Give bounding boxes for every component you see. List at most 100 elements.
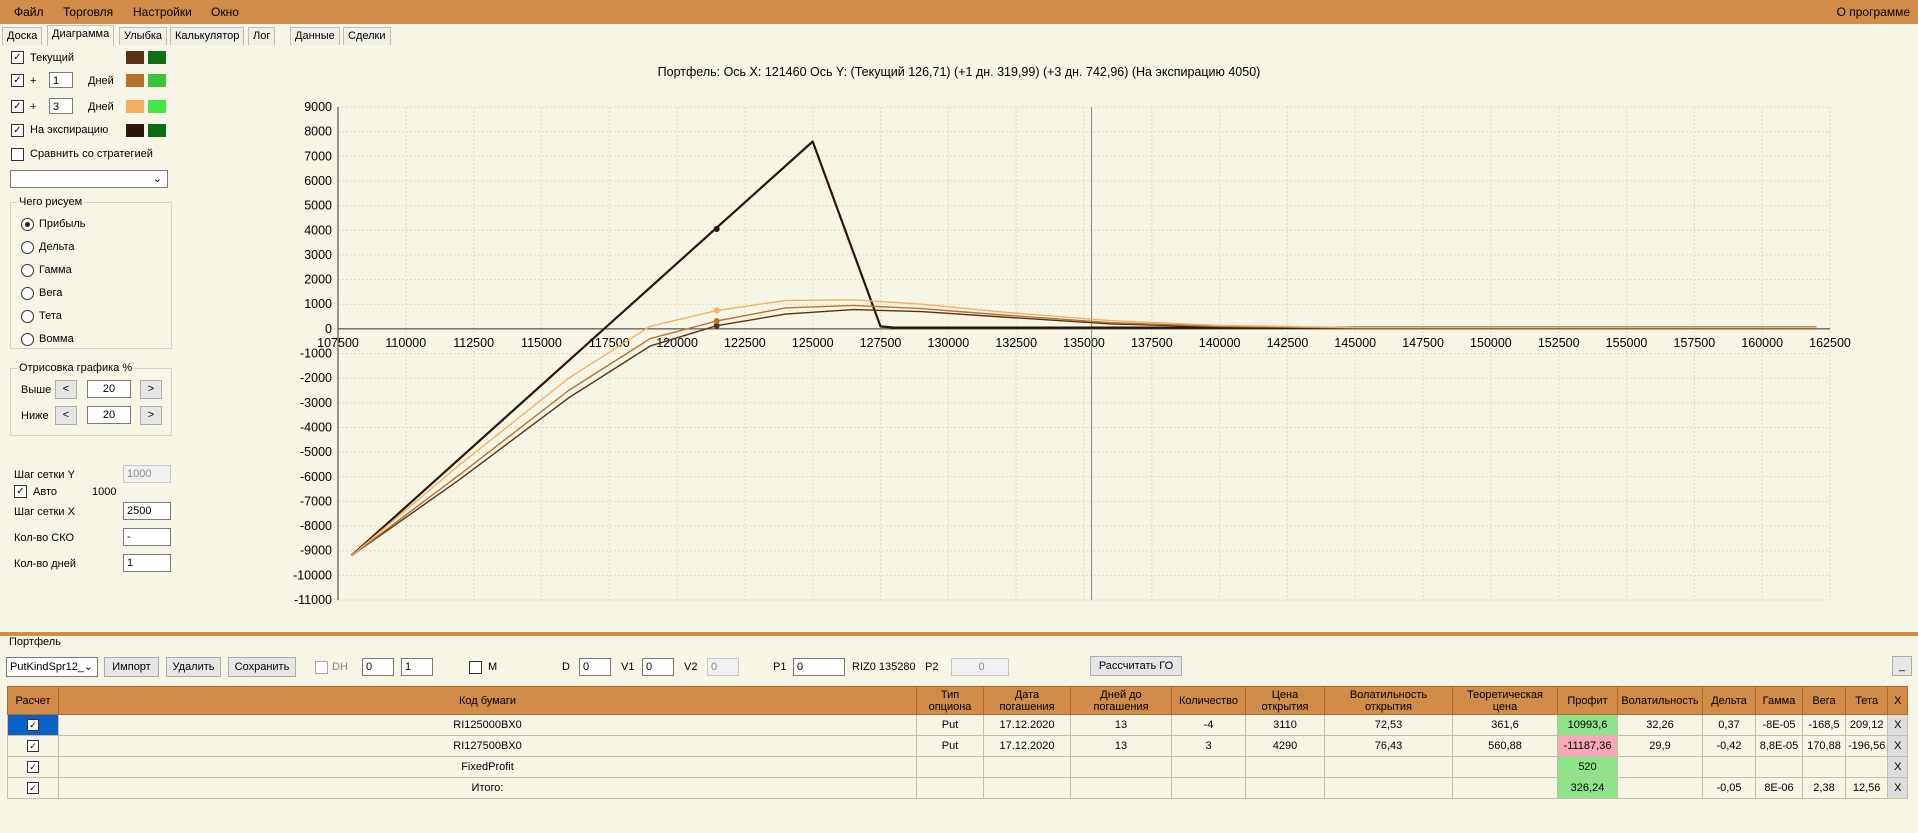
m-checkbox[interactable] <box>469 661 482 674</box>
plus-days3-checkbox[interactable]: ✓ <box>11 100 24 113</box>
expiry-color-swatch[interactable] <box>126 124 144 137</box>
import-button[interactable]: Импорт <box>104 657 159 677</box>
grid-y-input[interactable]: 1000 <box>123 465 171 483</box>
table-row[interactable]: ✓ Итого: 326,24 -0,05 8E-06 2,38 12,56 X <box>7 777 1909 799</box>
table-row[interactable]: ✓ FixedProfit 520 X <box>7 756 1909 778</box>
calculate-go-button[interactable]: Рассчитать ГО <box>1090 656 1182 676</box>
tab-smile[interactable]: Улыбка <box>119 27 168 45</box>
column-header[interactable]: Волатильность открытия <box>1324 686 1453 715</box>
compare-checkbox[interactable] <box>11 148 24 161</box>
column-header[interactable]: Тип опциона <box>916 686 984 715</box>
menu-file[interactable]: Файл <box>14 5 44 19</box>
radio-theta-label: Тета <box>39 310 62 322</box>
days1-color-swatch[interactable] <box>126 74 144 87</box>
radio-profit[interactable] <box>21 218 34 231</box>
days1-input[interactable]: 1 <box>49 72 73 88</box>
calc-checkbox[interactable]: ✓ <box>27 740 39 752</box>
column-header[interactable]: Цена открытия <box>1245 686 1325 715</box>
v2-input[interactable]: 0 <box>707 658 739 676</box>
strategy-select[interactable]: ⌄ <box>10 170 168 188</box>
above-decrease-button[interactable]: < <box>55 380 77 399</box>
tab-data[interactable]: Данные <box>290 27 340 45</box>
days3-input[interactable]: 3 <box>49 98 73 114</box>
plus-days1-checkbox[interactable]: ✓ <box>11 74 24 87</box>
grid-x-input[interactable]: 2500 <box>123 502 171 520</box>
calc-checkbox[interactable]: ✓ <box>27 761 39 773</box>
column-header[interactable]: Код бумаги <box>58 686 917 715</box>
calc-cell[interactable]: ✓ <box>7 735 59 757</box>
dh-spin-1[interactable]: 0 <box>362 658 394 676</box>
column-header[interactable]: Дельта <box>1702 686 1756 715</box>
portfolio-select[interactable]: PutKindSpr12_ ⌄ <box>6 657 98 677</box>
column-header[interactable]: Дней до погашения <box>1070 686 1172 715</box>
calc-cell[interactable]: ✓ <box>7 777 59 799</box>
sko-input[interactable]: - <box>123 528 171 546</box>
menu-trading[interactable]: Торговля <box>63 5 114 19</box>
y-tick-label: 3000 <box>304 248 332 262</box>
days3-color-swatch[interactable] <box>126 100 144 113</box>
column-header[interactable]: Тета <box>1844 686 1889 715</box>
column-header[interactable]: Теоретическая цена <box>1452 686 1558 715</box>
calc-checkbox[interactable]: ✓ <box>27 782 39 794</box>
splitter[interactable] <box>0 632 1918 636</box>
d-input[interactable]: 0 <box>579 658 611 676</box>
ndays-label: Кол-во дней <box>14 558 77 570</box>
column-header[interactable]: Расчет <box>7 686 59 715</box>
x-tick-label: 130000 <box>928 336 970 350</box>
above-increase-button[interactable]: > <box>140 380 162 399</box>
menu-settings[interactable]: Настройки <box>133 5 192 19</box>
column-header[interactable]: Гамма <box>1755 686 1803 715</box>
tab-deals[interactable]: Сделки <box>343 27 391 45</box>
profit-chart[interactable]: 9000800070006000500040003000200010000-10… <box>0 0 1918 632</box>
ndays-input[interactable]: 1 <box>123 554 171 572</box>
save-button[interactable]: Сохранить <box>228 657 296 677</box>
auto-checkbox[interactable]: ✓ <box>14 485 27 498</box>
auto-value: 1000 <box>92 486 117 498</box>
column-header[interactable]: X <box>1887 686 1909 715</box>
expiry-color-swatch-2[interactable] <box>148 124 166 137</box>
tab-board[interactable]: Доска <box>2 27 43 45</box>
calc-checkbox[interactable]: ✓ <box>27 719 39 731</box>
d-label: D <box>562 661 570 673</box>
days3-color-swatch-2[interactable] <box>148 100 166 113</box>
column-header[interactable]: Вега <box>1802 686 1846 715</box>
dh-checkbox[interactable] <box>315 661 328 674</box>
delete-row-cell[interactable]: X <box>1887 777 1909 799</box>
v1-input[interactable]: 0 <box>642 658 674 676</box>
column-header[interactable]: Количество <box>1171 686 1246 715</box>
column-header[interactable]: Волатильность <box>1617 686 1703 715</box>
radio-delta[interactable] <box>21 241 34 254</box>
table-row[interactable]: ✓ RI127500BX0 Put 17.12.2020 13 3 4290 76,43 560… <box>7 735 1909 757</box>
days1-color-swatch-2[interactable] <box>148 74 166 87</box>
below-increase-button[interactable]: > <box>140 406 162 425</box>
delete-row-cell[interactable]: X <box>1887 735 1909 757</box>
p1-input[interactable]: 0 <box>793 658 845 676</box>
dh-spin-2[interactable]: 1 <box>401 658 433 676</box>
menu-window[interactable]: Окно <box>211 5 239 19</box>
delete-row-cell[interactable]: X <box>1887 756 1909 778</box>
tab-log[interactable]: Лог <box>248 27 276 45</box>
calc-cell[interactable]: ✓ <box>7 756 59 778</box>
table-row[interactable]: ✓ RI125000BX0 Put 17.12.2020 13 -4 3110 72,53 36… <box>7 714 1909 736</box>
below-input[interactable]: 20 <box>87 406 131 424</box>
menu-about[interactable]: О программе <box>1836 5 1910 19</box>
above-input[interactable]: 20 <box>87 380 131 398</box>
expiry-checkbox[interactable]: ✓ <box>11 124 24 137</box>
tab-diagram[interactable]: Диаграмма <box>47 25 115 46</box>
minimize-button[interactable]: _ <box>1892 656 1912 676</box>
column-header[interactable]: Профит <box>1557 686 1618 715</box>
calc-cell[interactable]: ✓ <box>7 714 59 736</box>
delete-row-cell[interactable]: X <box>1887 714 1909 736</box>
radio-vega[interactable] <box>21 287 34 300</box>
delete-button[interactable]: Удалить <box>166 657 221 677</box>
current-color-swatch[interactable] <box>126 51 144 64</box>
p2-input[interactable]: 0 <box>951 658 1009 676</box>
below-decrease-button[interactable]: < <box>55 406 77 425</box>
radio-vomma[interactable] <box>21 333 34 346</box>
column-header[interactable]: Дата погашения <box>983 686 1071 715</box>
radio-theta[interactable] <box>21 310 34 323</box>
current-color-swatch-2[interactable] <box>148 51 166 64</box>
tab-calculator[interactable]: Калькулятор <box>170 27 245 45</box>
radio-gamma[interactable] <box>21 264 34 277</box>
current-checkbox[interactable]: ✓ <box>11 51 24 64</box>
